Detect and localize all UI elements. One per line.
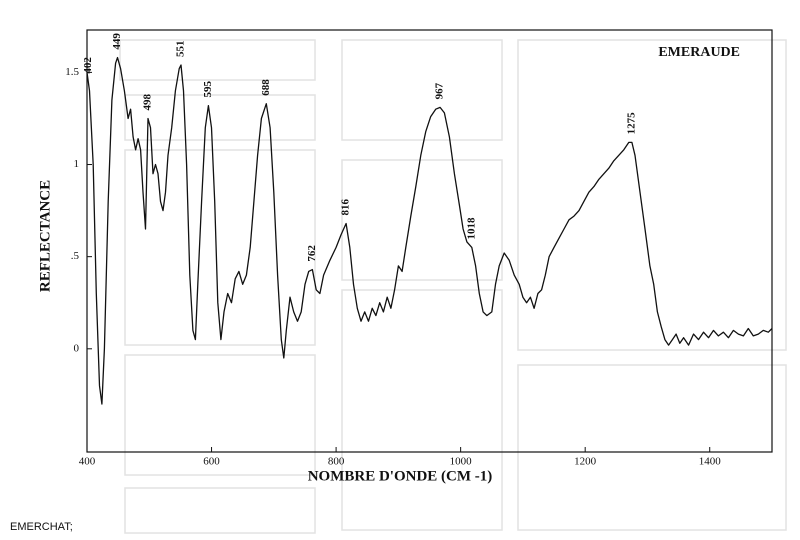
ghost-box (341, 289, 503, 531)
y-tick-label: 1.5 (65, 66, 79, 78)
peak-label: 816 (340, 198, 352, 215)
peak-label: 688 (260, 79, 272, 96)
footer-text: EMERCHAT; (10, 521, 73, 533)
peak-label: 967 (434, 82, 446, 99)
peak-label: 402 (82, 57, 94, 74)
spectrum-line (86, 56, 773, 405)
y-tick-label: .5 (71, 250, 80, 262)
y-tick-label: 1 (74, 158, 80, 170)
plot-frame (86, 29, 773, 453)
background-form (119, 39, 787, 534)
ghost-box (341, 159, 503, 281)
ghost-box (517, 39, 787, 351)
x-tick-label: 1000 (450, 456, 473, 468)
x-axis-label: NOMBRE D'ONDE (CM -1) (308, 468, 493, 484)
peak-label: 498 (142, 93, 154, 110)
x-tick-label: 1400 (699, 456, 722, 468)
ghost-box (341, 39, 503, 141)
ghost-box (124, 354, 316, 476)
peak-label: 449 (111, 33, 123, 50)
x-tick-label: 600 (203, 456, 220, 468)
peak-label: 1018 (465, 217, 477, 240)
ghost-box (124, 149, 316, 346)
peak-label: 595 (202, 81, 214, 98)
chart-title: EMERAUDE (658, 45, 740, 60)
ghost-box (124, 487, 316, 534)
ghost-box (119, 39, 316, 81)
peak-label: 551 (175, 41, 187, 58)
peak-label: 762 (306, 245, 318, 262)
x-tick-label: 400 (79, 456, 96, 468)
y-tick-label: 0 (74, 342, 80, 354)
x-tick-label: 800 (328, 456, 345, 468)
ghost-box (517, 364, 787, 531)
x-tick-label: 1200 (574, 456, 597, 468)
ghost-box (124, 94, 316, 141)
peak-label: 1275 (625, 112, 637, 135)
y-axis-label: REFLECTANCE (37, 180, 53, 292)
